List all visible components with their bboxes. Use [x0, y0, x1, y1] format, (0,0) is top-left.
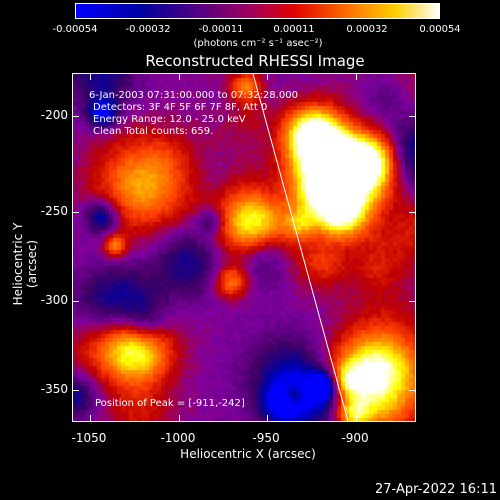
colorbar-tick: -0.00054: [52, 24, 98, 35]
x-tick-mark: [179, 415, 180, 421]
y-axis-label: Heliocentric Y (arcsec): [11, 222, 39, 306]
x-tick-mark: [356, 415, 357, 421]
image-plot-area: 6-Jan-2003 07:31:00.000 to 07:32:28.000 …: [72, 73, 416, 422]
x-tick-label: -1000: [160, 431, 196, 445]
x-tick-mark: [356, 74, 357, 80]
peak-position-text: Position of Peak = [-911,-242]: [95, 398, 245, 409]
colorbar-tick: -0.00011: [198, 24, 244, 35]
x-tick-mark: [267, 74, 268, 80]
detectors-text: Detectors: 3F 4F 5F 6F 7F 8F, Att 0: [93, 102, 268, 113]
counts-text: Clean Total counts: 659.: [93, 126, 214, 137]
colorbar-tick: 0.00032: [346, 24, 388, 35]
y-tick-mark: [73, 116, 79, 117]
x-tick-mark: [267, 415, 268, 421]
heatmap-image: [73, 74, 415, 421]
x-tick-label: -950: [252, 431, 280, 445]
y-tick-mark: [73, 301, 79, 302]
x-tick-mark: [90, 74, 91, 80]
y-tick-label: -250: [40, 204, 68, 218]
colorbar-tick: -0.00032: [125, 24, 171, 35]
time-range-text: 6-Jan-2003 07:31:00.000 to 07:32:28.000: [89, 90, 298, 101]
x-tick-label: -1050: [71, 431, 107, 445]
y-tick-mark: [73, 390, 79, 391]
energy-range-text: Energy Range: 12.0 - 25.0 keV: [93, 114, 246, 125]
colorbar-tick: 0.00011: [273, 24, 315, 35]
y-tick-label: -300: [40, 293, 68, 307]
x-tick-mark: [179, 74, 180, 80]
y-tick-label: -350: [40, 382, 68, 396]
colorbar-units: (photons cm⁻² s⁻¹ asec⁻²): [193, 38, 323, 49]
colorbar: [75, 3, 440, 19]
y-tick-mark: [409, 301, 415, 302]
y-tick-mark: [409, 212, 415, 213]
y-tick-mark: [73, 212, 79, 213]
y-tick-mark: [409, 390, 415, 391]
limb-line: [252, 74, 349, 421]
colorbar-tick: 0.00054: [419, 24, 461, 35]
y-tick-mark: [409, 116, 415, 117]
x-axis-label: Heliocentric X (arcsec): [180, 447, 316, 461]
x-tick-mark: [90, 415, 91, 421]
x-tick-label: -900: [341, 431, 369, 445]
plot-timestamp: 27-Apr-2022 16:11: [375, 482, 497, 497]
chart-title: Reconstructed RHESSI Image: [145, 52, 365, 70]
y-tick-label: -200: [40, 108, 68, 122]
